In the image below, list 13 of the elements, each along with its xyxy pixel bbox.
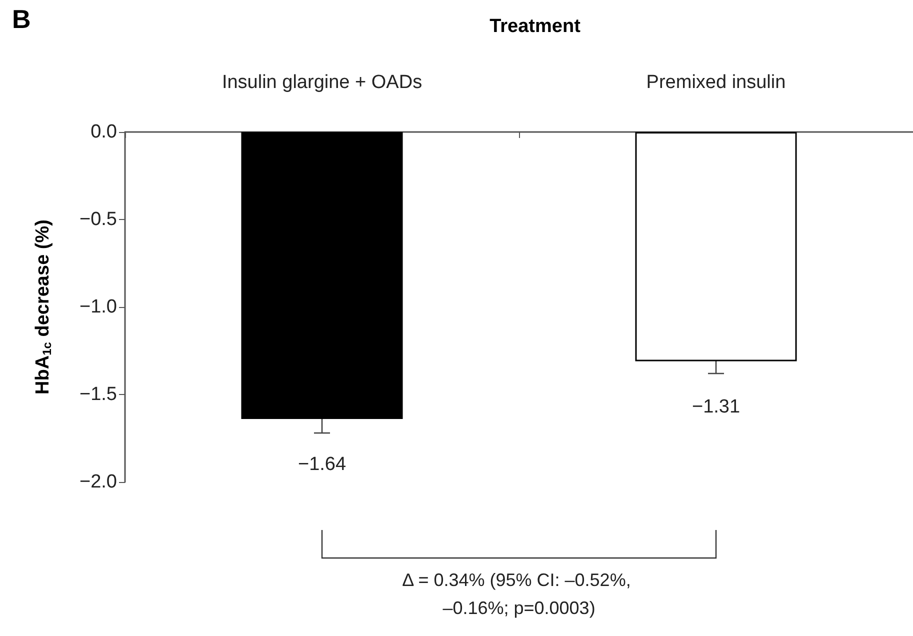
text: Δ = 0.34% (95% CI: –0.52%, –0.16%; p=0.0003) [402,570,636,618]
y-tick-label: −2.0 [79,472,117,492]
x-tick-label: Premixed insulin [646,72,786,93]
chart-title: Treatment [490,16,582,37]
text: B [12,4,31,34]
data-label: −1.64 [298,454,346,475]
y-tick-label: −0.5 [79,209,117,230]
x-tick-label: Insulin glargine + OADs [222,72,422,93]
data-label: −1.31 [692,396,740,418]
y-tick-label: −1.0 [79,296,117,318]
y-tick-label: 0.0 [90,122,117,142]
y-tick-label: −1.5 [79,384,117,405]
y-axis-title: HbA1c decrease (%) [32,220,54,394]
